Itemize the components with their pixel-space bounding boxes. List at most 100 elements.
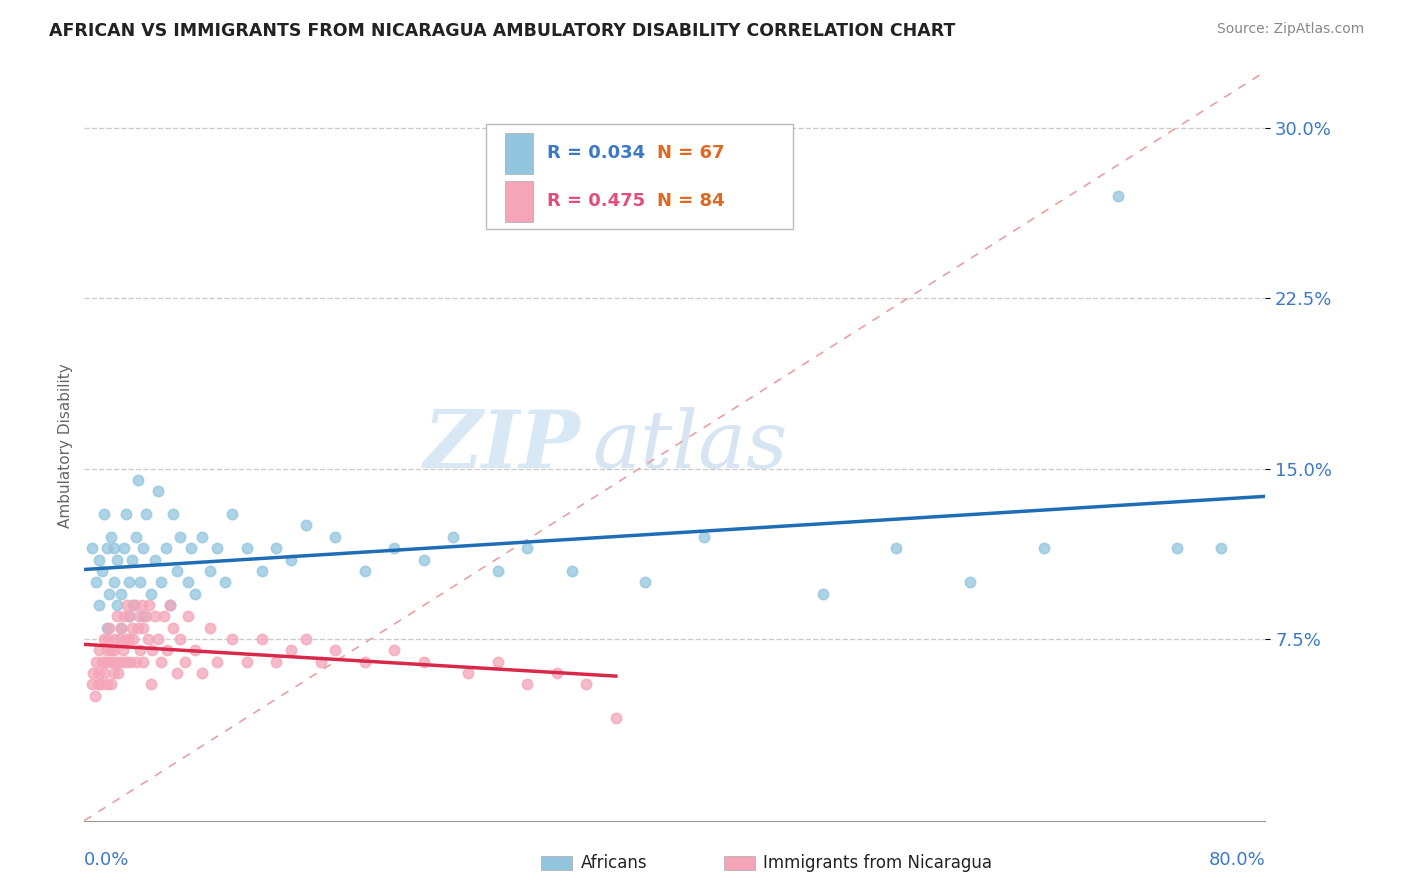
Point bbox=[148, 632, 170, 646]
Point bbox=[162, 621, 184, 635]
Text: Africans: Africans bbox=[581, 854, 647, 871]
Point bbox=[139, 586, 162, 600]
Point bbox=[169, 632, 191, 646]
Point bbox=[309, 655, 332, 669]
Point bbox=[295, 518, 318, 533]
Point bbox=[156, 643, 179, 657]
Point bbox=[121, 552, 143, 566]
Point bbox=[634, 575, 657, 590]
Point bbox=[120, 655, 142, 669]
Point bbox=[97, 655, 120, 669]
Point bbox=[83, 689, 105, 703]
Point bbox=[114, 507, 136, 521]
Point bbox=[103, 541, 125, 556]
Point bbox=[207, 541, 229, 556]
Point bbox=[132, 541, 155, 556]
Point bbox=[136, 632, 159, 646]
Point bbox=[177, 575, 200, 590]
Point bbox=[90, 677, 112, 691]
Point bbox=[280, 643, 302, 657]
Point bbox=[110, 586, 132, 600]
Point bbox=[94, 655, 117, 669]
Point bbox=[166, 564, 188, 578]
Point bbox=[100, 677, 122, 691]
Point bbox=[98, 586, 121, 600]
Point bbox=[105, 552, 128, 566]
Point bbox=[325, 530, 347, 544]
Point bbox=[124, 598, 146, 612]
Point bbox=[184, 643, 207, 657]
Point bbox=[153, 609, 176, 624]
Point bbox=[605, 711, 627, 725]
Point bbox=[114, 632, 136, 646]
Point bbox=[110, 621, 132, 635]
Point bbox=[87, 643, 111, 657]
Point bbox=[129, 643, 152, 657]
Point bbox=[131, 598, 153, 612]
Point bbox=[80, 541, 103, 556]
Point bbox=[132, 655, 155, 669]
Text: 0.0%: 0.0% bbox=[84, 851, 129, 869]
Point bbox=[486, 564, 509, 578]
Point bbox=[97, 632, 120, 646]
Text: AFRICAN VS IMMIGRANTS FROM NICARAGUA AMBULATORY DISABILITY CORRELATION CHART: AFRICAN VS IMMIGRANTS FROM NICARAGUA AMB… bbox=[49, 22, 956, 40]
Point bbox=[118, 609, 141, 624]
Point bbox=[959, 575, 981, 590]
Text: R = 0.034: R = 0.034 bbox=[547, 145, 645, 162]
Point bbox=[127, 473, 149, 487]
Point bbox=[221, 507, 243, 521]
Point bbox=[84, 575, 107, 590]
Point bbox=[103, 666, 125, 681]
Point bbox=[125, 655, 148, 669]
Point bbox=[98, 621, 121, 635]
Point bbox=[105, 609, 128, 624]
Point bbox=[250, 564, 273, 578]
Point bbox=[280, 552, 302, 566]
Point bbox=[546, 666, 568, 681]
Point bbox=[561, 564, 583, 578]
Point bbox=[87, 598, 111, 612]
Point bbox=[486, 655, 509, 669]
Text: 80.0%: 80.0% bbox=[1209, 851, 1265, 869]
Point bbox=[128, 609, 150, 624]
Point bbox=[250, 632, 273, 646]
Point bbox=[110, 621, 132, 635]
Point bbox=[112, 609, 135, 624]
Point bbox=[118, 575, 141, 590]
Point bbox=[169, 530, 191, 544]
Point bbox=[135, 507, 157, 521]
FancyBboxPatch shape bbox=[486, 124, 793, 228]
Point bbox=[100, 530, 122, 544]
Y-axis label: Ambulatory Disability: Ambulatory Disability bbox=[58, 364, 73, 528]
Point bbox=[184, 586, 207, 600]
Point bbox=[1033, 541, 1056, 556]
Point bbox=[516, 677, 538, 691]
Point bbox=[413, 655, 436, 669]
Point bbox=[122, 632, 145, 646]
Point bbox=[96, 621, 118, 635]
Point bbox=[93, 632, 115, 646]
Point bbox=[105, 598, 128, 612]
Point bbox=[125, 530, 148, 544]
Point bbox=[159, 598, 181, 612]
FancyBboxPatch shape bbox=[505, 181, 533, 222]
Point bbox=[141, 643, 163, 657]
Point bbox=[295, 632, 318, 646]
Point bbox=[100, 643, 122, 657]
Point bbox=[191, 666, 214, 681]
Point bbox=[93, 666, 115, 681]
Text: ZIP: ZIP bbox=[423, 408, 581, 484]
Point bbox=[325, 643, 347, 657]
Point bbox=[96, 541, 118, 556]
Point bbox=[266, 541, 288, 556]
Point bbox=[150, 575, 173, 590]
Point bbox=[214, 575, 236, 590]
Point bbox=[107, 666, 129, 681]
Point bbox=[101, 655, 124, 669]
Point bbox=[575, 677, 598, 691]
Point bbox=[127, 621, 149, 635]
Point bbox=[110, 655, 132, 669]
Point bbox=[82, 666, 104, 681]
Point bbox=[87, 552, 111, 566]
Point bbox=[198, 564, 221, 578]
